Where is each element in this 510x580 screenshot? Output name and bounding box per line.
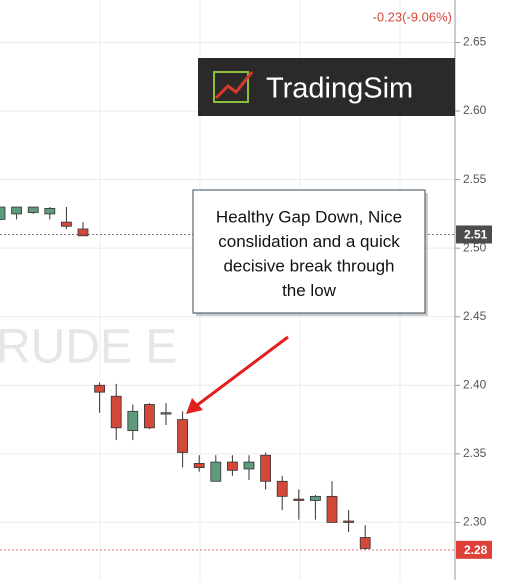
logo-arrow — [214, 71, 254, 100]
logo: TradingSim — [198, 58, 455, 116]
annotation: Healthy Gap Down, Nice conslidation and a… — [186, 189, 428, 414]
candle-body — [11, 206, 23, 215]
arrow-shaft — [195, 335, 289, 408]
logo-icon — [213, 71, 249, 103]
annotation-text: Healthy Gap Down, Nice conslidation and a… — [216, 207, 402, 300]
candle-body — [94, 384, 105, 393]
price-tag — [456, 225, 492, 244]
arrow-head — [186, 398, 203, 414]
candle-body — [27, 206, 39, 213]
price-tag-label: 2.51 — [464, 228, 488, 242]
candle-body — [110, 395, 122, 429]
candle-body — [143, 404, 155, 429]
candle-body — [177, 419, 189, 453]
candles — [0, 206, 371, 550]
y-tick-label: 2.55 — [463, 172, 487, 186]
candle-body — [0, 206, 6, 220]
candle-body — [127, 410, 139, 431]
y-tick-label: 2.65 — [463, 35, 487, 49]
price-markers: 2.51 2.28 — [0, 225, 492, 559]
logo-text: TradingSim — [266, 73, 413, 105]
grid: 2.30 2.35 2.40 2.45 2.50 2.55 2.60 2.65 — [0, 35, 487, 529]
price-tag-label: 2.28 — [464, 543, 488, 557]
y-tick-label: 2.30 — [463, 515, 487, 529]
candle-body — [260, 454, 272, 482]
price-tag — [456, 540, 492, 559]
change-label: -0.23(-9.06%) — [373, 9, 452, 24]
candle-body — [326, 495, 338, 523]
annotation-line: decisive break through — [223, 256, 394, 275]
candle-body — [243, 461, 255, 470]
annotation-line: conslidation and a quick — [218, 232, 400, 251]
annotation-box — [192, 189, 426, 314]
candle-body — [293, 498, 305, 501]
candle-body — [276, 480, 288, 497]
candle-body — [77, 228, 89, 237]
candle-body — [309, 495, 321, 501]
annotation-line: Healthy Gap Down, Nice — [216, 207, 402, 226]
candle-body — [359, 537, 371, 549]
candle-body — [193, 463, 205, 468]
y-tick-label: 2.40 — [463, 377, 487, 391]
candle-body — [44, 208, 56, 215]
candle-body — [61, 221, 72, 227]
candle-body — [210, 461, 222, 482]
y-tick-label: 2.45 — [463, 309, 487, 323]
annotation-line: the low — [282, 281, 337, 300]
y-tick-label: 2.50 — [463, 240, 487, 254]
y-tick-label: 2.60 — [463, 103, 487, 117]
candle-body — [226, 461, 238, 471]
watermark: RUDE E — [0, 321, 177, 374]
y-tick-label: 2.35 — [463, 446, 487, 460]
candle-body — [343, 520, 355, 523]
candle-body — [160, 412, 172, 415]
